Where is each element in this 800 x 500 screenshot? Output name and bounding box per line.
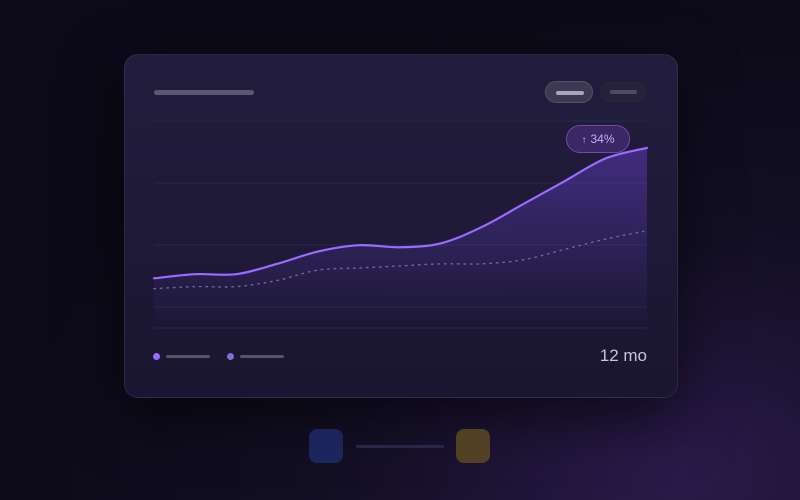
dock-app-blue[interactable]: [309, 429, 343, 463]
legend-dot-series-1: [153, 353, 160, 360]
growth-badge-value: 34%: [590, 132, 615, 146]
legend-label-placeholder: [166, 355, 210, 358]
legend-label-placeholder: [240, 355, 284, 358]
series-1-area: [154, 147, 647, 328]
range-toggle-active[interactable]: [545, 81, 593, 103]
growth-badge: ↑ 34%: [566, 125, 630, 153]
range-label: 12 mo: [599, 346, 647, 365]
line-chart: [152, 120, 649, 329]
series-1-line: [152, 146, 649, 280]
dock-app-gold[interactable]: [456, 429, 490, 463]
dock-divider: [356, 445, 444, 448]
chart-card: ↑ 34% 12 mo: [124, 54, 678, 398]
arrow-up-icon: ↑: [581, 135, 587, 146]
range-toggle-inactive-label-placeholder: [610, 90, 637, 94]
legend-dot-series-2: [227, 353, 234, 360]
series-2-line: [153, 230, 648, 290]
chart-title-placeholder: [154, 90, 254, 95]
range-toggle-inactive[interactable]: [600, 81, 647, 103]
range-toggle-active-label-placeholder: [556, 91, 584, 95]
